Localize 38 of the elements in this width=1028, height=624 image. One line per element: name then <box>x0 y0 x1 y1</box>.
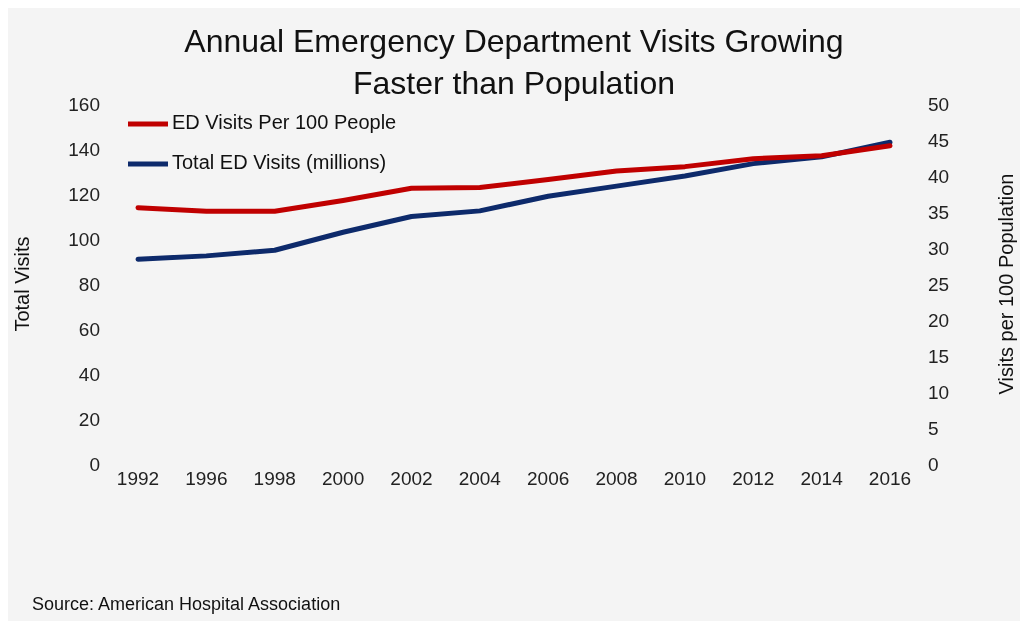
x-tick-label: 2006 <box>527 468 570 490</box>
y2-tick-label: 50 <box>928 93 950 115</box>
y-tick-label: 20 <box>78 408 100 430</box>
y2-axis-title: Visits per 100 Population <box>995 173 1018 395</box>
y-tick-label: 160 <box>68 93 100 115</box>
y2-tick-label: 30 <box>928 237 950 259</box>
x-tick-label: 2002 <box>390 468 433 490</box>
y-axis-title: Total Visits <box>11 236 34 332</box>
legend-label: Total ED Visits (millions) <box>172 151 387 174</box>
x-tick-label: 2012 <box>732 468 775 490</box>
y-tick-label: 60 <box>78 318 100 340</box>
y2-tick-label: 45 <box>928 129 950 151</box>
legend-label: ED Visits Per 100 People <box>172 111 397 134</box>
y2-tick-label: 5 <box>928 417 939 439</box>
x-tick-label: 2004 <box>458 468 502 490</box>
y-tick-label: 0 <box>89 453 100 475</box>
y2-tick-label: 15 <box>928 345 950 367</box>
x-tick-label: 2014 <box>800 468 844 490</box>
y-tick-label: 80 <box>78 273 100 295</box>
source-note: Source: American Hospital Association <box>31 594 342 616</box>
y2-tick-label: 40 <box>928 165 950 187</box>
y-tick-label: 100 <box>68 228 100 250</box>
y-tick-label: 120 <box>68 183 100 205</box>
y-tick-label: 140 <box>68 138 100 160</box>
y2-tick-label: 35 <box>928 201 950 223</box>
y2-tick-label: 10 <box>928 381 950 403</box>
x-tick-label: 1992 <box>116 468 160 490</box>
chart-title: Annual Emergency Department Visits Growing Faster than Population <box>184 22 844 103</box>
x-tick-label: 2000 <box>321 468 365 490</box>
y2-tick-label: 20 <box>928 309 950 331</box>
y2-tick-label: 25 <box>928 273 950 295</box>
x-tick-label: 1996 <box>185 468 228 490</box>
y-tick-label: 40 <box>78 363 100 385</box>
x-tick-label: 2010 <box>663 468 707 490</box>
x-tick-label: 1998 <box>253 468 296 490</box>
x-tick-label: 2016 <box>868 468 912 490</box>
y2-tick-label: 0 <box>928 453 939 475</box>
x-tick-label: 2008 <box>595 468 638 490</box>
